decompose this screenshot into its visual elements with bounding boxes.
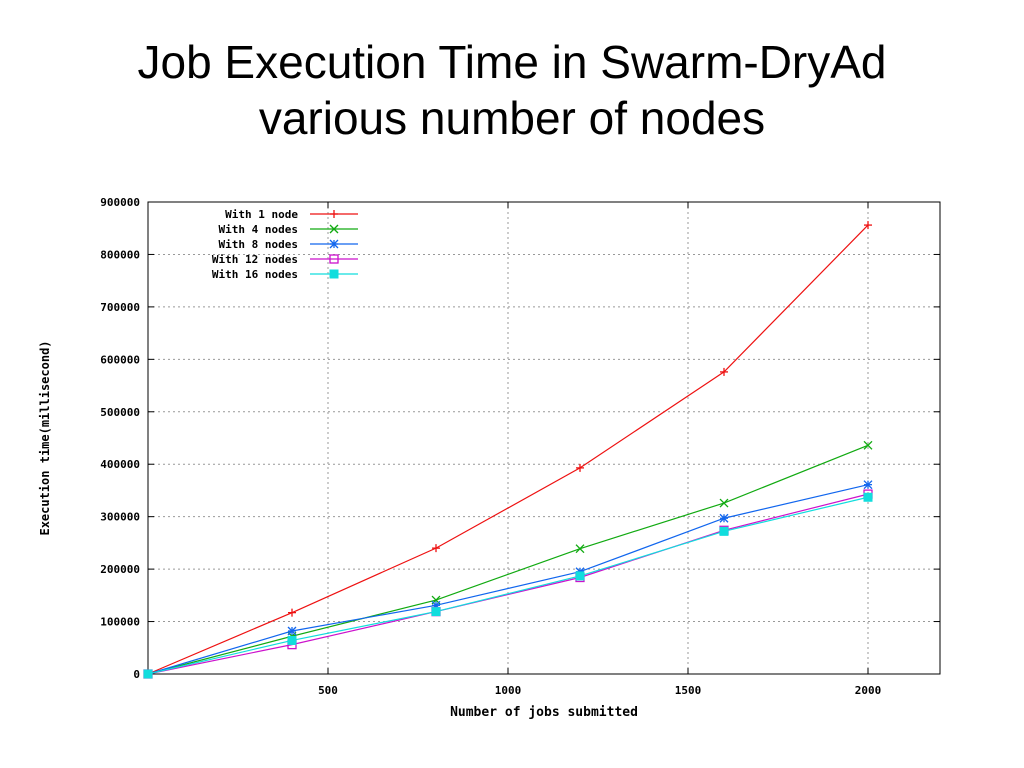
data-point bbox=[287, 626, 297, 636]
y-tick-label: 0 bbox=[133, 668, 140, 681]
x-tick-label: 2000 bbox=[855, 684, 882, 697]
legend-marker bbox=[329, 224, 339, 234]
data-point bbox=[720, 367, 728, 376]
data-point bbox=[431, 607, 441, 617]
grid bbox=[148, 202, 940, 674]
series-line bbox=[147, 484, 869, 675]
data-point bbox=[432, 544, 440, 553]
data-point bbox=[576, 463, 584, 472]
x-tick-label: 1500 bbox=[675, 684, 702, 697]
y-tick-label: 300000 bbox=[100, 511, 140, 524]
y-tick-label: 900000 bbox=[100, 196, 140, 209]
legend-label: With 1 node bbox=[225, 208, 298, 221]
data-point bbox=[863, 480, 873, 490]
legend-label: With 8 nodes bbox=[219, 238, 298, 251]
y-tick-label: 200000 bbox=[100, 563, 140, 576]
y-axis-label: Execution time(millisecond) bbox=[38, 340, 52, 535]
legend-label: With 4 nodes bbox=[219, 223, 298, 236]
series-line bbox=[147, 493, 869, 675]
series-line bbox=[147, 496, 869, 675]
y-tick-label: 600000 bbox=[100, 353, 140, 366]
data-point bbox=[864, 221, 872, 230]
y-tick-label: 700000 bbox=[100, 301, 140, 314]
y-tick-label: 500000 bbox=[100, 406, 140, 419]
plot-frame bbox=[147, 201, 941, 675]
slide-title-line-2: various number of nodes bbox=[258, 92, 766, 144]
data-point bbox=[719, 526, 729, 536]
slide-title: Job Execution Time in Swarm-DryAd variou… bbox=[0, 34, 1024, 146]
legend-marker bbox=[330, 210, 338, 218]
series-5 bbox=[143, 492, 873, 679]
legend-marker bbox=[329, 254, 339, 264]
legend-marker bbox=[329, 239, 339, 249]
y-tick-label: 800000 bbox=[100, 248, 140, 261]
data-point bbox=[288, 608, 296, 617]
data-point bbox=[863, 440, 873, 450]
x-tick-label: 1000 bbox=[495, 684, 522, 697]
legend-label: With 16 nodes bbox=[212, 268, 298, 281]
series-line bbox=[147, 224, 869, 675]
series-line bbox=[147, 444, 869, 675]
data-point bbox=[287, 635, 297, 645]
axis-ticks: 0 100000 200000 300000 400000 500000 600000 700… bbox=[100, 196, 940, 697]
legend: With 1 node With 4 nodes With 8 nodes With … bbox=[212, 208, 358, 281]
series-1 bbox=[144, 221, 872, 678]
data-point bbox=[575, 544, 585, 554]
series-lines bbox=[143, 221, 873, 679]
slide-title-line-1: Job Execution Time in Swarm-DryAd bbox=[137, 36, 887, 88]
legend-label: With 12 nodes bbox=[212, 253, 298, 266]
y-tick-label: 400000 bbox=[100, 458, 140, 471]
data-point bbox=[575, 571, 585, 581]
data-point bbox=[143, 669, 153, 679]
data-point bbox=[863, 492, 873, 502]
x-tick-label: 500 bbox=[318, 684, 338, 697]
data-point bbox=[719, 498, 729, 508]
y-tick-label: 100000 bbox=[100, 616, 140, 629]
data-point bbox=[719, 513, 729, 523]
x-axis-label: Number of jobs submitted bbox=[450, 705, 638, 720]
legend-marker bbox=[329, 269, 339, 279]
